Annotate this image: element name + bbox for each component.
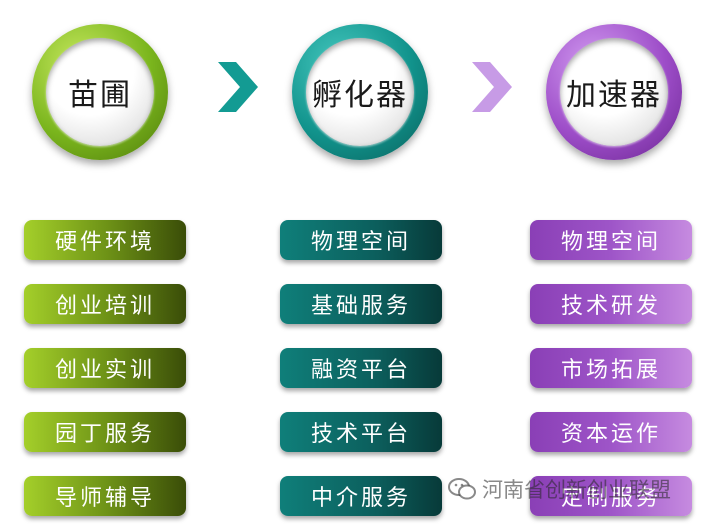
- chevron-right-icon: [472, 62, 512, 112]
- stage-title: 苗圃: [68, 78, 132, 113]
- service-item: 导师辅导: [24, 476, 186, 516]
- watermark: 河南省创新创业联盟: [448, 474, 671, 504]
- wechat-icon: [448, 478, 476, 500]
- service-item: 硬件环境: [24, 220, 186, 260]
- stage-disc: 苗圃: [46, 38, 154, 146]
- watermark-text: 河南省创新创业联盟: [482, 478, 671, 502]
- stage-nursery: 苗圃: [32, 24, 168, 160]
- service-item: 物理空间: [530, 220, 692, 260]
- service-item: 创业实训: [24, 348, 186, 388]
- stage-disc: 加速器: [560, 38, 668, 146]
- service-item: 物理空间: [280, 220, 442, 260]
- service-item: 基础服务: [280, 284, 442, 324]
- stage-disc: 孵化器: [306, 38, 414, 146]
- service-item: 资本运作: [530, 412, 692, 452]
- service-item: 技术平台: [280, 412, 442, 452]
- stage-incubator: 孵化器: [292, 24, 428, 160]
- service-item: 市场拓展: [530, 348, 692, 388]
- service-item: 技术研发: [530, 284, 692, 324]
- service-item: 园丁服务: [24, 412, 186, 452]
- service-item: 定制服务: [530, 476, 692, 516]
- stage-title: 孵化器: [312, 78, 408, 113]
- service-item: 创业培训: [24, 284, 186, 324]
- chevron-right-icon: [218, 62, 258, 112]
- stage-title: 加速器: [566, 78, 662, 113]
- service-item: 融资平台: [280, 348, 442, 388]
- stage-accelerator: 加速器: [546, 24, 682, 160]
- service-item: 中介服务: [280, 476, 442, 516]
